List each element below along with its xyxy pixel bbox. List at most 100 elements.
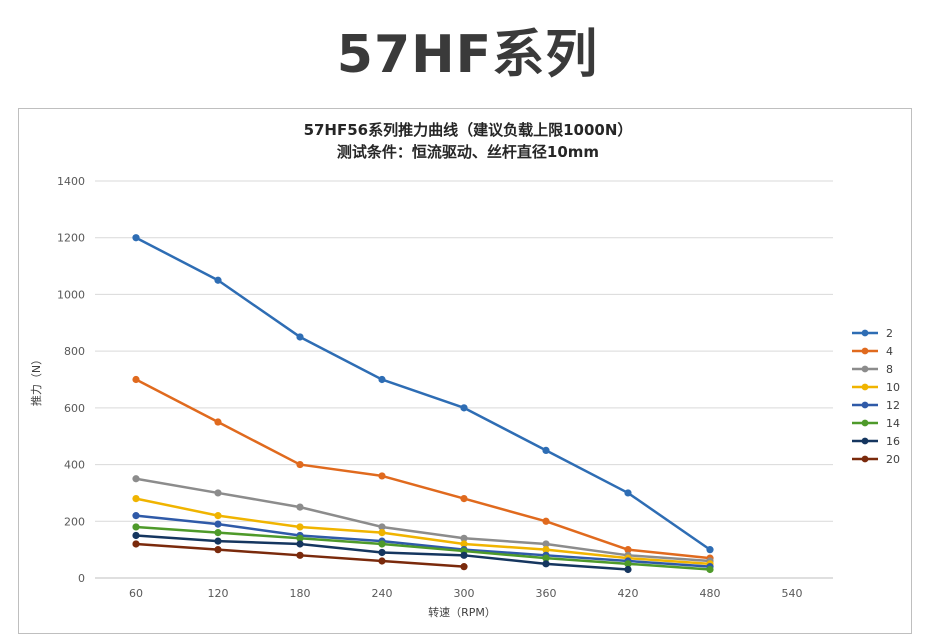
x-tick-label: 240 (372, 587, 393, 600)
series-line (135, 477, 711, 563)
legend-label: 2 (886, 327, 893, 340)
data-point (214, 520, 222, 528)
data-point (214, 512, 222, 520)
data-point (624, 546, 632, 554)
series-line (135, 525, 711, 571)
data-point (296, 551, 304, 559)
legend-label: 16 (886, 435, 900, 448)
series-line (135, 514, 711, 568)
legend-item: 12 (852, 399, 900, 412)
legend-marker (861, 365, 869, 373)
legend-item: 4 (852, 345, 893, 358)
series-16 (132, 531, 632, 574)
x-axis-label: 转速（RPM） (428, 605, 496, 619)
data-point (706, 546, 714, 554)
legend-label: 14 (886, 417, 900, 430)
data-point (378, 557, 386, 565)
series-line (135, 378, 711, 560)
data-point (132, 495, 140, 503)
legend-marker (861, 401, 869, 409)
data-point (378, 529, 386, 537)
legend-marker (861, 383, 869, 391)
data-point (624, 565, 632, 574)
legend-label: 10 (886, 381, 900, 394)
y-tick-label: 1000 (57, 288, 85, 301)
data-point (132, 234, 140, 242)
data-point (296, 540, 304, 548)
data-point (296, 503, 304, 511)
legend-marker (861, 329, 869, 337)
legend-marker (861, 455, 869, 463)
y-tick-label: 1400 (57, 175, 85, 188)
legend-item: 8 (852, 363, 893, 376)
data-point (214, 546, 222, 554)
x-tick-label: 360 (536, 587, 557, 600)
data-point (460, 495, 468, 503)
x-tick-label: 120 (208, 587, 229, 600)
y-axis-label: 推力（N） (29, 354, 43, 406)
legend-item: 10 (852, 381, 900, 394)
legend-item: 14 (852, 417, 900, 430)
y-tick-label: 600 (64, 402, 85, 415)
legend-marker (861, 419, 869, 427)
data-point (132, 523, 140, 531)
y-tick-label: 1200 (57, 232, 85, 245)
chart-title: 57HF56系列推力曲线（建议负载上限1000N） (304, 121, 633, 139)
data-point (214, 529, 222, 537)
gridlines (95, 180, 833, 579)
data-point (132, 531, 140, 540)
data-point (378, 540, 386, 548)
data-point (460, 404, 468, 412)
data-point (214, 489, 222, 497)
data-point (296, 534, 304, 542)
series-14 (132, 523, 714, 574)
y-tick-label: 400 (64, 459, 85, 472)
data-point (624, 560, 632, 568)
data-point (214, 537, 222, 545)
series-lines (132, 234, 714, 574)
data-point (214, 418, 222, 426)
series-line (135, 497, 711, 566)
data-point (296, 460, 304, 469)
data-point (460, 551, 468, 559)
data-point (296, 333, 304, 341)
data-point (706, 565, 714, 574)
x-tick-label: 60 (129, 587, 143, 600)
data-point (132, 512, 140, 520)
y-tick-label: 0 (78, 572, 85, 585)
x-tick-label: 480 (700, 587, 721, 600)
chart-subtitle: 测试条件：恒流驱动、丝杆直径10mm (337, 143, 599, 161)
legend-item: 16 (852, 435, 900, 448)
chart-frame (18, 108, 912, 634)
x-axis-ticks: 60 120 180 240 300 360 420 480 540 (129, 587, 803, 600)
data-point (542, 540, 550, 548)
data-point (460, 534, 468, 542)
legend-label: 12 (886, 399, 900, 412)
data-point (296, 523, 304, 531)
data-point (542, 517, 550, 525)
data-point (624, 489, 632, 497)
x-tick-label: 540 (782, 587, 803, 600)
data-point (378, 548, 386, 557)
legend: 2 4 8 10 12 14 16 20 (852, 327, 900, 466)
legend-label: 20 (886, 453, 900, 466)
legend-marker (861, 347, 869, 355)
legend-item: 20 (852, 453, 900, 466)
series-4 (132, 375, 714, 562)
y-axis-ticks: 0 200 400 600 800 1000 1200 1400 (57, 175, 85, 585)
data-point (542, 554, 550, 562)
data-point (214, 276, 222, 284)
data-point (132, 375, 140, 384)
legend-label: 8 (886, 363, 893, 376)
x-tick-label: 180 (290, 587, 311, 600)
data-point (132, 540, 140, 548)
series-10 (132, 495, 714, 568)
data-point (378, 523, 386, 531)
data-point (378, 375, 386, 384)
series-line (135, 236, 711, 551)
legend-marker (861, 437, 869, 445)
y-tick-label: 200 (64, 515, 85, 528)
data-point (542, 560, 550, 568)
page-title: 57HF系列 (336, 25, 599, 85)
